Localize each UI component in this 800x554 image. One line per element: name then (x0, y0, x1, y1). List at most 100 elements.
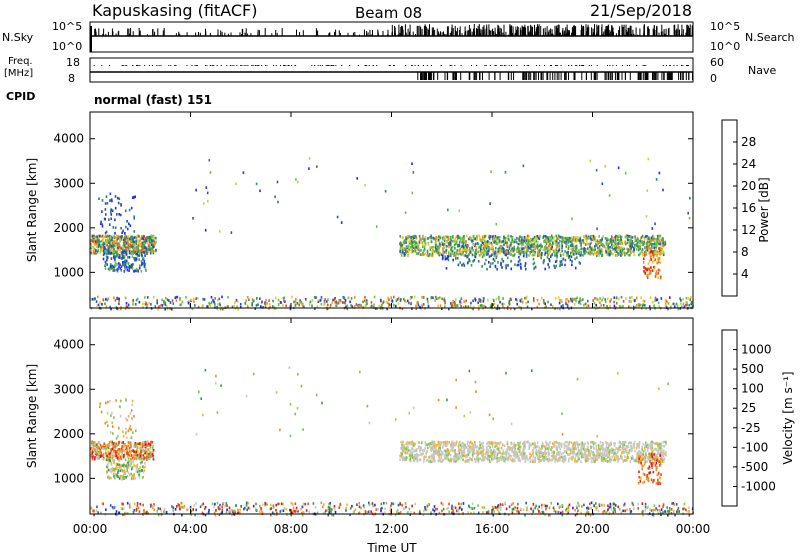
echo-cell (617, 235, 619, 238)
echo-cell (455, 251, 458, 254)
echo-cell (425, 455, 427, 459)
echo-cell (635, 248, 638, 251)
echo-cell (504, 239, 507, 243)
echo-cell (558, 301, 561, 305)
echo-cell (350, 297, 353, 300)
echo-cell (487, 441, 490, 444)
echo-cell (385, 300, 388, 304)
echo-cell (478, 254, 481, 257)
echo-cell (536, 246, 539, 250)
echo-cell (460, 450, 463, 453)
echo-cell (136, 446, 139, 449)
echo-cell (138, 457, 141, 460)
echo-cell (150, 234, 153, 238)
echo-cell (117, 469, 120, 472)
echo-cell (489, 265, 491, 268)
echo-cell (535, 452, 538, 456)
echo-cell (133, 445, 135, 448)
echo-cell (510, 235, 512, 238)
echo-cell (450, 457, 452, 461)
echo-cell (621, 249, 624, 252)
echo-cell (504, 236, 506, 240)
echo-cell (400, 254, 403, 257)
echo-cell (447, 458, 450, 461)
echo-cell (459, 236, 461, 240)
echo-cell (652, 261, 654, 264)
echo-cell (439, 236, 442, 240)
echo-cell (540, 451, 543, 454)
echo-cell (139, 469, 141, 473)
echo-cell (535, 239, 538, 243)
echo-cell (119, 474, 122, 478)
echo-cell (643, 240, 645, 244)
echo-cell (427, 237, 429, 240)
echo-cell (551, 248, 554, 251)
echo-cell (130, 428, 132, 431)
echo-cell (530, 240, 533, 244)
echo-cell (629, 460, 632, 463)
echo-cell (408, 454, 411, 458)
echo-cell (540, 253, 543, 257)
echo-cell (613, 300, 615, 304)
echo-cell (652, 235, 655, 238)
echo-cell (435, 241, 437, 245)
echo-cell (658, 234, 661, 238)
echo-cell (587, 304, 590, 307)
echo-cell (124, 246, 127, 249)
echo-cell (464, 248, 466, 252)
echo-cell (623, 450, 626, 454)
echo-cell (507, 252, 510, 255)
echo-cell (503, 236, 505, 239)
echo-cell (124, 470, 127, 474)
echo-cell (132, 244, 134, 247)
echo-cell (505, 252, 507, 255)
echo-cell (156, 299, 158, 302)
echo-cell (99, 301, 101, 304)
echo-cell (102, 243, 105, 247)
echo-cell (529, 457, 531, 460)
echo-cell (506, 250, 508, 253)
echo-cell (565, 245, 568, 248)
echo-cell (636, 245, 639, 248)
echo-cell (454, 304, 456, 307)
echo-cell (456, 238, 459, 242)
echo-cell (363, 299, 366, 303)
echo-cell (522, 441, 525, 445)
echo-cell (113, 461, 115, 465)
echo-cell (565, 444, 568, 448)
echo-cell (326, 307, 329, 310)
echo-cell (369, 305, 372, 309)
echo-cell (473, 253, 476, 257)
echo-cell (140, 251, 143, 255)
echo-cell (115, 462, 118, 466)
echo-cell (120, 465, 122, 468)
echo-cell (643, 446, 646, 450)
echo-cell (125, 235, 127, 239)
echo-cell (545, 242, 548, 245)
echo-cell (415, 244, 417, 247)
echo-cell (152, 457, 155, 461)
echo-cell (106, 255, 108, 259)
echo-cell (403, 247, 406, 250)
echo-cell (431, 453, 433, 457)
echo-cell (338, 299, 340, 302)
echo-cell (133, 257, 135, 260)
echo-cell (146, 296, 149, 299)
echo-cell (554, 252, 556, 255)
echo-cell (527, 234, 529, 238)
echo-cell (473, 243, 475, 246)
echo-cell (107, 424, 109, 427)
echo-cell (480, 243, 482, 247)
echo-cell (110, 213, 113, 216)
echo-cell (122, 253, 124, 256)
echo-cell (566, 236, 568, 240)
echo-cell (598, 245, 601, 248)
echo-cell (124, 259, 126, 262)
echo-cell (654, 299, 656, 302)
echo-cell (107, 476, 109, 479)
echo-cell (571, 456, 574, 459)
echo-cell (349, 300, 351, 304)
echo-cell (445, 251, 447, 255)
echo-cell (93, 447, 95, 450)
echo-cell (490, 254, 492, 257)
